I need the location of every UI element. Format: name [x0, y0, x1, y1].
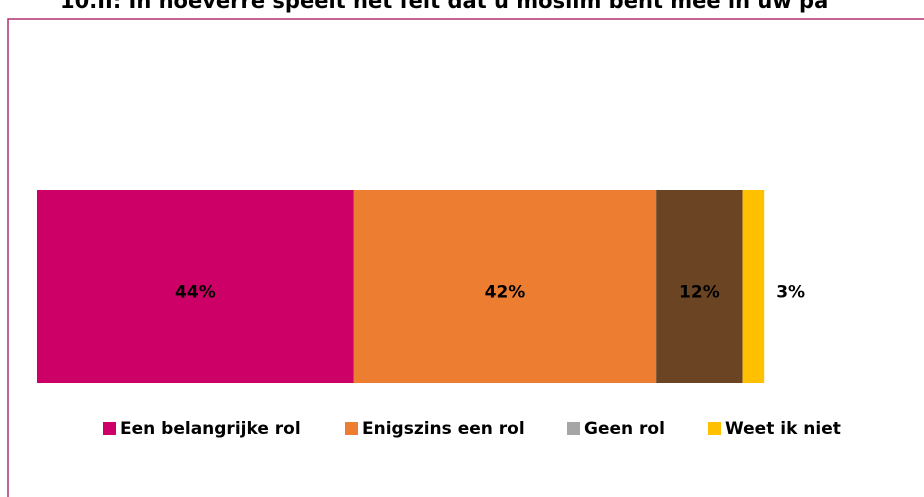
legend-marker — [567, 422, 580, 435]
data-label: 12% — [679, 283, 720, 303]
chart-title: 10.II: In hoeverre speelt het feit dat u… — [60, 0, 828, 13]
bar-segment — [353, 190, 657, 383]
frame — [7, 18, 924, 497]
legend-label: Geen rol — [584, 419, 665, 439]
legend-marker — [345, 422, 358, 435]
legend-label: Een belangrijke rol — [120, 419, 301, 439]
legend-label: Enigszins een rol — [362, 419, 525, 439]
bar-segment — [742, 190, 765, 383]
legend-marker — [708, 422, 721, 435]
bar-segment — [656, 190, 743, 383]
bar-segment — [37, 190, 354, 383]
data-label: 3% — [776, 283, 805, 303]
data-label: 42% — [485, 283, 526, 303]
data-label: 44% — [175, 283, 216, 303]
legend-label: Weet ik niet — [725, 419, 841, 439]
legend-marker — [103, 422, 116, 435]
